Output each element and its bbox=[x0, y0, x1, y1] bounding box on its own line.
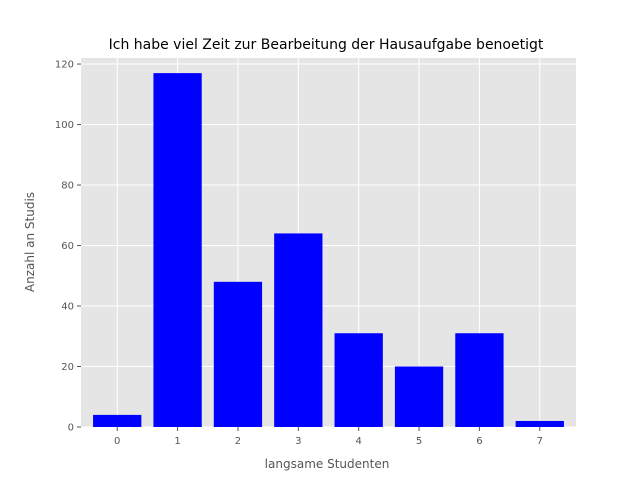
x-tick-label-0: 0 bbox=[114, 436, 120, 447]
bars bbox=[93, 73, 564, 427]
x-tick-label-1: 1 bbox=[174, 436, 180, 447]
bar-7 bbox=[515, 420, 564, 427]
y-tick-label-0: 0 bbox=[68, 423, 74, 434]
y-tick-label-100: 100 bbox=[55, 120, 74, 131]
x-tick-label-2: 2 bbox=[235, 436, 241, 447]
x-axis-ticks: 0 1 2 3 4 5 6 7 bbox=[114, 427, 543, 447]
x-axis-label: langsame Studenten bbox=[265, 457, 390, 471]
bar-5 bbox=[394, 366, 444, 427]
chart-title: Ich habe viel Zeit zur Bearbeitung der H… bbox=[109, 37, 544, 53]
x-tick-label-3: 3 bbox=[295, 436, 301, 447]
x-tick-label-4: 4 bbox=[355, 436, 361, 447]
bar-0 bbox=[93, 414, 142, 427]
bar-2 bbox=[213, 281, 263, 427]
x-tick-label-7: 7 bbox=[537, 436, 543, 447]
y-tick-label-20: 20 bbox=[61, 362, 74, 373]
x-tick-label-6: 6 bbox=[476, 436, 482, 447]
bar-6 bbox=[455, 333, 504, 427]
bar-1 bbox=[153, 73, 202, 427]
bar-3 bbox=[274, 233, 323, 427]
x-tick-label-5: 5 bbox=[416, 436, 422, 447]
y-axis-ticks: 0 20 40 60 80 100 120 bbox=[55, 60, 81, 434]
y-tick-label-60: 60 bbox=[61, 241, 74, 252]
bar-4 bbox=[334, 333, 383, 427]
y-tick-label-40: 40 bbox=[61, 302, 74, 313]
y-tick-label-80: 80 bbox=[61, 181, 74, 192]
y-tick-label-120: 120 bbox=[55, 60, 74, 71]
y-axis-label: Anzahl an Studis bbox=[23, 192, 37, 292]
